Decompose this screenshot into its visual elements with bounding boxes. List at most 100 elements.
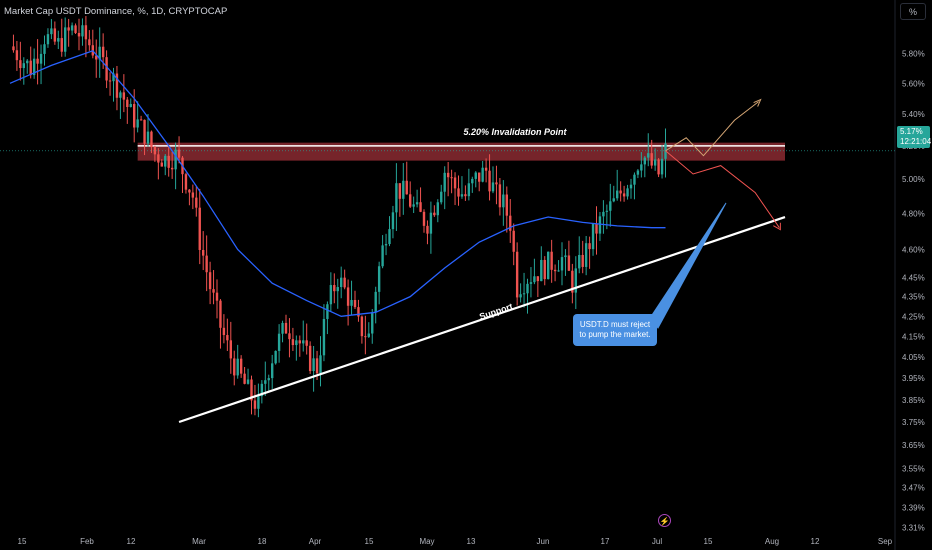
candle-body (250, 379, 253, 401)
callout-box[interactable]: USDT.D must reject to pump the market. (573, 314, 657, 346)
candle-body (584, 243, 588, 267)
y-tick-label: 3.95% (902, 374, 925, 383)
x-tick-label: 17 (601, 537, 610, 546)
candle-body (488, 170, 491, 192)
candle-body (433, 212, 436, 216)
candle-body (629, 184, 633, 189)
candle-body (622, 193, 626, 197)
candle-body (460, 194, 464, 197)
candle-body (229, 340, 232, 359)
candle-body (329, 285, 333, 305)
candle-body (284, 322, 288, 334)
candle-body (191, 192, 195, 198)
candle-body (509, 215, 512, 231)
candle-body (77, 32, 81, 37)
candle-body (364, 336, 367, 338)
y-tick-label: 3.31% (902, 523, 925, 532)
candle-body (467, 183, 471, 197)
candle-body (481, 167, 484, 182)
support-label: Support (478, 301, 514, 322)
y-tick-label: 4.45% (902, 273, 925, 282)
candle-body (67, 27, 70, 31)
candle-body (84, 25, 88, 40)
y-tick-label: 4.15% (902, 332, 925, 341)
candle-body (184, 174, 188, 190)
x-tick-label: Jun (537, 537, 550, 546)
x-tick-label: 15 (704, 537, 713, 546)
candle-body (412, 204, 415, 207)
y-tick-label: 5.60% (902, 79, 925, 88)
candle-body (239, 358, 243, 374)
candle-body (281, 322, 284, 334)
candle-body (153, 147, 157, 155)
x-tick-label: Apr (309, 537, 322, 546)
candle-body (578, 254, 581, 269)
callout-pointer (649, 202, 727, 329)
candle-body (74, 25, 77, 33)
y-tick-label: 4.35% (902, 293, 925, 302)
candle-body (557, 270, 560, 272)
candle-body (533, 276, 536, 283)
candle-body (277, 333, 281, 351)
price-scale-unit-button[interactable]: % (900, 3, 926, 20)
candle-body (536, 276, 540, 282)
candle-body (450, 177, 453, 179)
candle-body (515, 251, 519, 298)
x-tick-label: Jul (652, 537, 662, 546)
candle-body (64, 27, 67, 52)
candle-body (174, 149, 177, 170)
candle-body (550, 251, 553, 270)
candle-body (360, 316, 364, 337)
candle-body (402, 180, 405, 199)
candle-body (626, 188, 629, 197)
candle-body (609, 201, 612, 211)
candle-body (108, 80, 112, 82)
candle-body (340, 277, 343, 288)
candle-body (426, 225, 429, 234)
candle-body (650, 153, 653, 166)
candle-body (474, 172, 477, 179)
candle-body (529, 282, 533, 284)
candle-body (581, 254, 584, 267)
candle-body (198, 207, 201, 250)
candle-body (653, 159, 657, 166)
candle-body (260, 383, 264, 397)
y-tick-label: 4.80% (902, 209, 925, 218)
candle-body (657, 159, 660, 175)
candle-body (202, 249, 205, 256)
y-tick-label: 5.40% (902, 110, 925, 119)
candle-body (574, 268, 577, 293)
candle-body (453, 177, 457, 189)
candle-body (643, 157, 646, 165)
candle-body (222, 327, 226, 336)
candle-body (122, 92, 126, 100)
countdown-timer: 12:21:04 (900, 137, 932, 146)
candle-body (267, 378, 270, 381)
candle-body (39, 53, 43, 64)
candle-body (143, 119, 146, 144)
x-tick-label: Sep (878, 537, 893, 546)
candle-body (519, 294, 522, 298)
candle-body (429, 212, 433, 234)
candle-body (640, 164, 643, 171)
x-tick-label: Feb (80, 537, 94, 546)
candle-body (264, 380, 267, 384)
candle-body (484, 167, 488, 171)
candle-body (522, 293, 526, 295)
candle-body (591, 223, 595, 250)
candle-body (60, 38, 63, 52)
candle-body (70, 25, 74, 31)
events-flash-icon[interactable]: ⚡ (658, 514, 671, 527)
candle-body (422, 211, 426, 226)
candle-body (388, 229, 391, 245)
candle-body (160, 162, 163, 167)
y-tick-label: 4.25% (902, 312, 925, 321)
x-tick-label: May (419, 537, 434, 546)
candle-body (333, 285, 336, 292)
candle-body (32, 58, 36, 76)
candle-body (326, 304, 329, 319)
candle-body (19, 60, 22, 69)
candle-body (371, 312, 374, 334)
candle-body (602, 211, 605, 217)
